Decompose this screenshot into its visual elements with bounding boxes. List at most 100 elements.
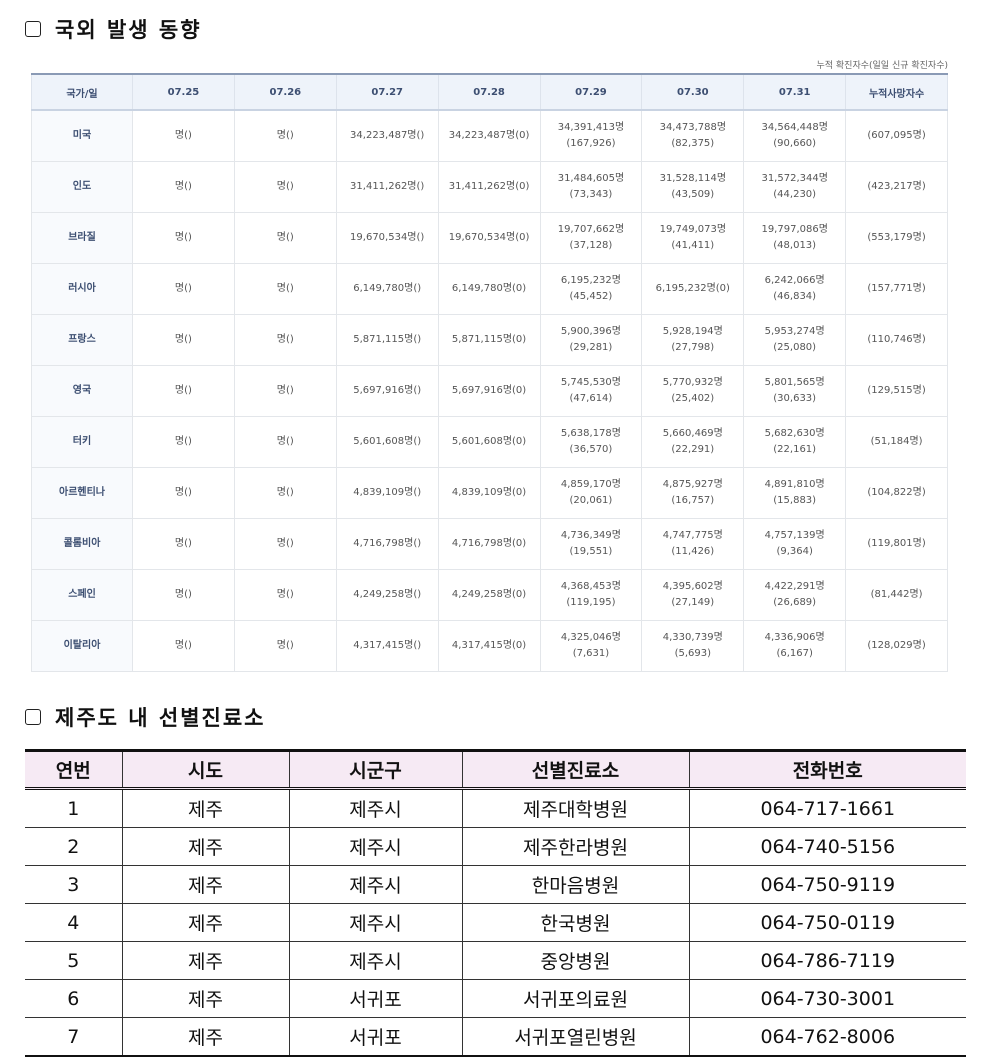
table-cell: (110,746명) xyxy=(845,314,948,366)
table-cell: 서귀포 xyxy=(288,1017,462,1056)
row-label: 6 xyxy=(25,979,122,1018)
table-cell: 4,747,775명 (11,426) xyxy=(641,518,745,570)
table-cell: 4,368,453명 (119,195) xyxy=(539,569,643,621)
overseas-table: 국가/일 07.25 07.26 07.27 07.28 07.29 07.30 07.31 누… xyxy=(31,73,948,672)
table-cell: 34,391,413명 (167,926) xyxy=(539,109,643,162)
table-cell: 제주 xyxy=(121,865,289,904)
table-cell: 31,572,344명 (44,230) xyxy=(743,161,847,213)
table-cell: 5,697,916명() xyxy=(335,365,439,417)
table-cell: 중앙병원 xyxy=(461,941,689,980)
table-row: 2 제주 제주시 제주한라병원 064-740-5156 xyxy=(25,827,966,866)
table-cell: 5,638,178명 (36,570) xyxy=(539,416,643,468)
table-cell: 4,736,349명 (19,551) xyxy=(539,518,643,570)
table-cell: 명() xyxy=(233,212,337,264)
table-cell: 제주한라병원 xyxy=(461,827,689,866)
table-cell: 064-762-8006 xyxy=(688,1017,966,1056)
table-row: 7 제주 서귀포 서귀포열린병원 064-762-8006 xyxy=(25,1017,966,1056)
table-cell: 4,422,291명 (26,689) xyxy=(743,569,847,621)
column-header: 07.26 xyxy=(233,74,337,111)
table-cell: 제주시 xyxy=(288,903,462,942)
row-label: 아르헨티나 xyxy=(31,467,133,519)
table-cell: 명() xyxy=(233,416,337,468)
table-cell: 명() xyxy=(132,109,235,162)
table-cell: (553,179명) xyxy=(845,212,948,264)
table-cell: 서귀포열린병원 xyxy=(461,1017,689,1056)
table-cell: (128,029명) xyxy=(845,620,948,672)
table-cell: 명() xyxy=(233,263,337,315)
column-header: 누적사망자수 xyxy=(845,74,948,111)
table-cell: 4,395,602명 (27,149) xyxy=(641,569,745,621)
section-title-clinics: 제주도 내 선별진료소 xyxy=(25,702,266,732)
table-cell: 064-717-1661 xyxy=(688,788,966,828)
section-title-overseas: 국외 발생 동향 xyxy=(25,14,202,44)
table-row: 영국 명() 명() 5,697,916명() 5,697,916명(0) 5,745,5… xyxy=(31,365,948,417)
column-header: 07.30 xyxy=(641,74,745,111)
row-label: 콜롬비아 xyxy=(31,518,133,570)
table-row: 1 제주 제주시 제주대학병원 064-717-1661 xyxy=(25,788,966,828)
table-cell: 4,716,798명(0) xyxy=(437,518,541,570)
table-cell: 5,682,630명 (22,161) xyxy=(743,416,847,468)
table-cell: 제주시 xyxy=(288,788,462,828)
table-cell: 31,411,262명() xyxy=(335,161,439,213)
column-header: 연번 xyxy=(25,750,122,790)
table-row: 6 제주 서귀포 서귀포의료원 064-730-3001 xyxy=(25,979,966,1018)
table-cell: 4,317,415명() xyxy=(335,620,439,672)
table-cell: 4,325,046명 (7,631) xyxy=(539,620,643,672)
table-cell: 064-750-0119 xyxy=(688,903,966,942)
table-cell: 명() xyxy=(233,161,337,213)
table-cell: 명() xyxy=(132,212,235,264)
table-cell: (81,442명) xyxy=(845,569,948,621)
table-row: 3 제주 제주시 한마음병원 064-750-9119 xyxy=(25,865,966,904)
table-cell: 명() xyxy=(233,620,337,672)
row-label: 3 xyxy=(25,865,122,904)
table-cell: 서귀포의료원 xyxy=(461,979,689,1018)
table-cell: 4,839,109명(0) xyxy=(437,467,541,519)
table-cell: 4,716,798명() xyxy=(335,518,439,570)
column-header: 07.25 xyxy=(132,74,235,111)
table-cell: (104,822명) xyxy=(845,467,948,519)
table-cell: 34,473,788명 (82,375) xyxy=(641,109,745,162)
table-cell: 5,953,274명 (25,080) xyxy=(743,314,847,366)
table-cell: 5,601,608명() xyxy=(335,416,439,468)
table-cell: 4,249,258명() xyxy=(335,569,439,621)
table-row: 4 제주 제주시 한국병원 064-750-0119 xyxy=(25,903,966,942)
table-cell: 4,330,739명 (5,693) xyxy=(641,620,745,672)
table-cell: 6,195,232명(0) xyxy=(641,263,745,315)
table-cell: 제주시 xyxy=(288,865,462,904)
column-header: 07.27 xyxy=(335,74,439,111)
row-label: 4 xyxy=(25,903,122,942)
row-label: 러시아 xyxy=(31,263,133,315)
checkbox-icon xyxy=(25,709,41,725)
table-note: 누적 확진자수(일일 신규 확진자수) xyxy=(816,61,948,71)
table-cell: 19,670,534명() xyxy=(335,212,439,264)
clinic-table: 연번 시도 시군구 선별진료소 전화번호 1 제주 제주시 제주대학병원 064-717-1661… xyxy=(25,749,966,1057)
table-cell: 명() xyxy=(233,109,337,162)
table-row: 터키 명() 명() 5,601,608명() 5,601,608명(0) 5,638,1… xyxy=(31,416,948,468)
table-row: 러시아 명() 명() 6,149,780명() 6,149,780명(0) 6,195,… xyxy=(31,263,948,315)
column-header: 선별진료소 xyxy=(461,750,689,790)
table-cell: 5,928,194명 (27,798) xyxy=(641,314,745,366)
row-label: 인도 xyxy=(31,161,133,213)
table-cell: 제주 xyxy=(121,941,289,980)
table-row: 브라질 명() 명() 19,670,534명() 19,670,534명(0) 19,7… xyxy=(31,212,948,264)
table-row: 미국 명() 명() 34,223,487명() 34,223,487명(0) 34,39… xyxy=(31,109,948,162)
row-label: 브라질 xyxy=(31,212,133,264)
table-cell: 5,745,530명 (47,614) xyxy=(539,365,643,417)
table-cell: 명() xyxy=(233,518,337,570)
table-cell: 34,564,448명 (90,660) xyxy=(743,109,847,162)
table-cell: 4,859,170명 (20,061) xyxy=(539,467,643,519)
table-cell: 19,749,073명 (41,411) xyxy=(641,212,745,264)
table-cell: (157,771명) xyxy=(845,263,948,315)
table-cell: 제주 xyxy=(121,1017,289,1056)
column-header: 시도 xyxy=(121,750,289,790)
column-header: 국가/일 xyxy=(31,74,133,111)
table-cell: 064-730-3001 xyxy=(688,979,966,1018)
table-cell: (129,515명) xyxy=(845,365,948,417)
column-header: 07.28 xyxy=(437,74,541,111)
table-cell: 6,149,780명(0) xyxy=(437,263,541,315)
table-cell: (51,184명) xyxy=(845,416,948,468)
table-row: 이탈리아 명() 명() 4,317,415명() 4,317,415명(0) 4,325… xyxy=(31,620,948,672)
table-cell: 6,242,066명 (46,834) xyxy=(743,263,847,315)
table-cell: 19,670,534명(0) xyxy=(437,212,541,264)
table-cell: 34,223,487명(0) xyxy=(437,109,541,162)
